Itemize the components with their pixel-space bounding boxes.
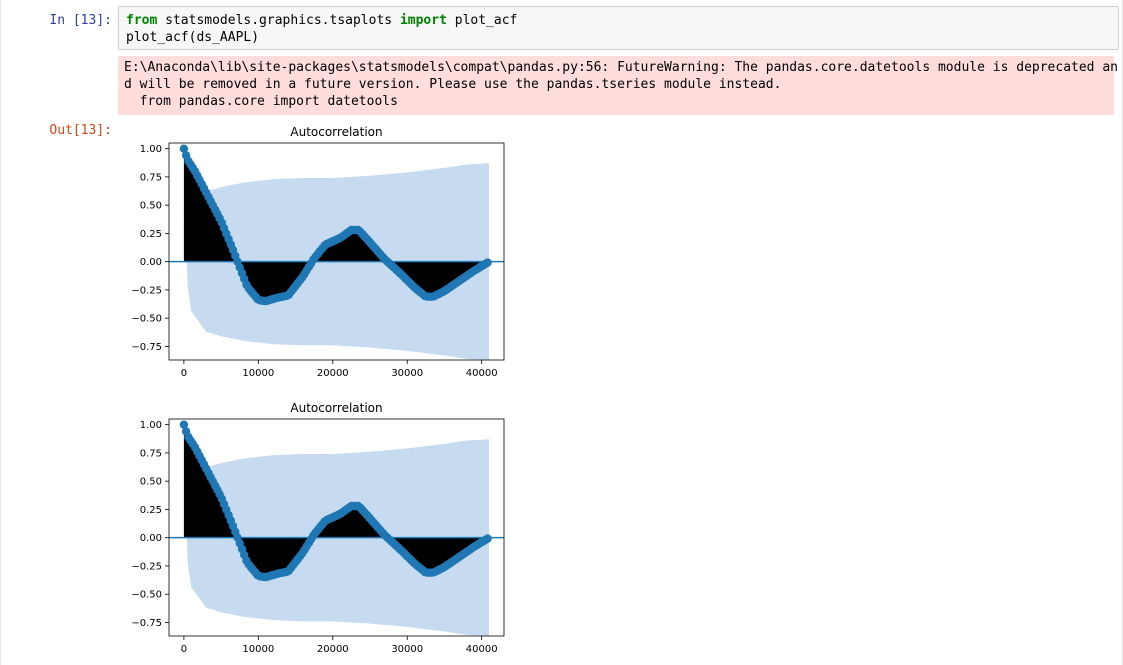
- acf-marker: [483, 258, 492, 267]
- y-tick-label: −0.25: [131, 285, 162, 296]
- notebook-left-border: [0, 0, 1, 665]
- y-tick-label: 0.75: [140, 448, 162, 459]
- autocorrelation-chart-2: Autocorrelation 0 10000 20000 30000 40000 1.00…: [131, 401, 505, 655]
- stderr-line: from pandas.core import datetools: [124, 94, 398, 109]
- y-tick-label: 0.50: [140, 477, 162, 488]
- x-tick-label: 0: [181, 644, 187, 655]
- y-tick-label: 1.00: [140, 420, 162, 431]
- plot-frame: [168, 418, 505, 637]
- chart-title: Autocorrelation: [290, 125, 382, 139]
- y-tick-label: 0.25: [140, 505, 162, 516]
- code-keyword-from: from: [126, 13, 158, 28]
- y-tick-label: 0.50: [140, 201, 162, 212]
- x-tick-label: 10000: [242, 368, 274, 379]
- y-tick-label: 1.00: [140, 144, 162, 155]
- code-import-name: plot_acf: [446, 13, 518, 28]
- stderr-output: E:\Anaconda\lib\site-packages\statsmodel…: [118, 56, 1118, 115]
- stderr-line: d will be removed in a future version. P…: [124, 77, 782, 92]
- y-tick-label: −0.75: [131, 618, 162, 629]
- code-module: statsmodels.graphics.tsaplots: [157, 13, 400, 28]
- acf-marker: [179, 144, 189, 153]
- y-tick-label: 0.00: [140, 533, 162, 544]
- x-tick-label: 0: [181, 368, 187, 379]
- acf-marker: [483, 534, 492, 543]
- acf-stems: [183, 148, 490, 302]
- x-tick-label: 30000: [391, 644, 423, 655]
- input-prompt: In [13]:: [49, 13, 112, 28]
- code-line-call: plot_acf(ds_AAPL): [126, 30, 260, 45]
- autocorrelation-chart-1: Autocorrelation 0 10000 20000 30000 40000 1.00…: [131, 125, 505, 379]
- stderr-line: E:\Anaconda\lib\site-packages\statsmodel…: [124, 60, 1118, 75]
- code-cell-input[interactable]: from statsmodels.graphics.tsaplots impor…: [118, 6, 1119, 50]
- code-editor[interactable]: from statsmodels.graphics.tsaplots impor…: [126, 12, 517, 46]
- x-tick-label: 40000: [466, 368, 498, 379]
- plot-area: [169, 144, 504, 360]
- plot-area: [169, 420, 504, 636]
- y-tick-label: 0.25: [140, 229, 162, 240]
- plot-frame: [168, 142, 505, 361]
- x-tick-label: 30000: [391, 368, 423, 379]
- y-tick-label: 0.00: [140, 257, 162, 268]
- x-tick-label: 20000: [317, 644, 349, 655]
- acf-marker: [179, 420, 189, 429]
- acf-stems: [183, 424, 490, 578]
- code-keyword-import: import: [399, 13, 447, 28]
- output-prompt: Out[13]:: [49, 123, 112, 138]
- y-tick-label: −0.75: [131, 342, 162, 353]
- chart-title: Autocorrelation: [290, 401, 382, 415]
- y-tick-label: −0.25: [131, 561, 162, 572]
- y-tick-label: −0.50: [131, 314, 162, 325]
- y-tick-label: −0.50: [131, 590, 162, 601]
- x-tick-label: 40000: [466, 644, 498, 655]
- x-tick-label: 20000: [317, 368, 349, 379]
- y-tick-label: 0.75: [140, 172, 162, 183]
- x-tick-label: 10000: [242, 644, 274, 655]
